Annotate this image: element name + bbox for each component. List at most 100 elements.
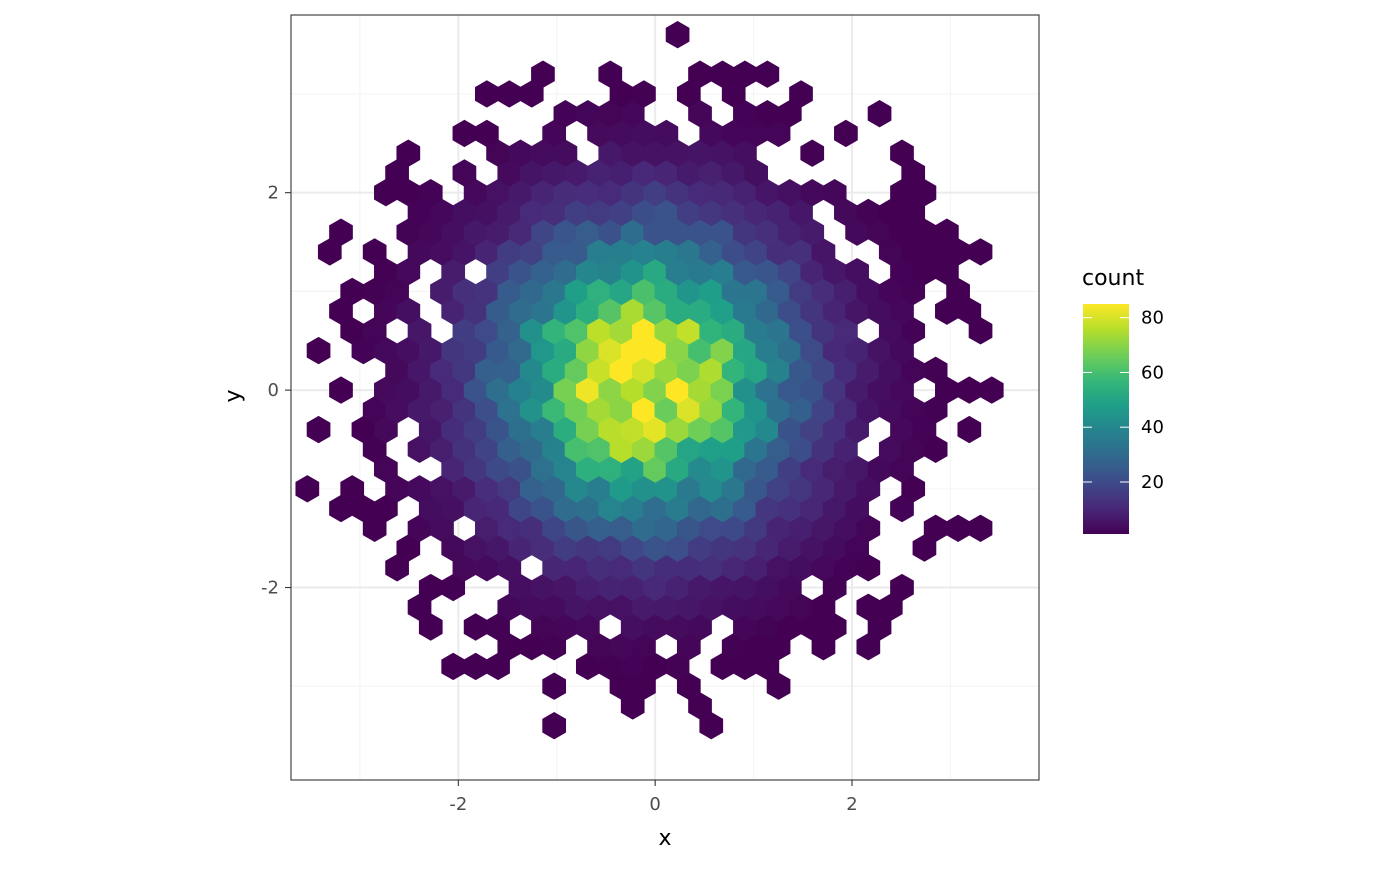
hexbin-cell [789, 435, 813, 464]
hexbin-cell [845, 455, 869, 483]
hexbin-cell [531, 613, 555, 641]
hexbin-cell [699, 238, 724, 266]
hexbin-cell [811, 396, 836, 424]
hexbin-cell [811, 593, 836, 621]
hexbin-cell [688, 415, 712, 444]
hexbin-cell [688, 692, 712, 720]
hexbin-cell [665, 652, 690, 681]
x-tick-label: -2 [449, 794, 467, 815]
hexbin-cell [822, 336, 847, 365]
hexbin-cell [654, 435, 679, 464]
hexbin-cell [542, 159, 567, 187]
hexbin-cell [475, 475, 499, 503]
hexbin-cell [508, 415, 533, 444]
hexbin-cell [777, 336, 802, 365]
hexbin-cell [777, 178, 802, 207]
hexbin-cell [620, 534, 645, 562]
hexbin-cell [564, 396, 589, 424]
hexbin-cell [463, 297, 488, 325]
hexbin-cell [542, 238, 567, 266]
hexbin-cell [721, 633, 746, 661]
hexbin-cell [407, 238, 432, 266]
hexbin-cell [385, 396, 409, 424]
hexbin-cell [834, 277, 858, 306]
hexbin-cell [452, 396, 477, 424]
hexbin-cell [789, 475, 813, 503]
hexbin-cell [362, 238, 387, 266]
hexbin-cell [856, 514, 881, 542]
hexbin-cell [834, 317, 858, 345]
hexbin-cell [564, 593, 589, 621]
hexbin-cell [710, 297, 735, 325]
hexbin-cell [351, 494, 376, 523]
hexbin-cell [632, 317, 656, 345]
hexbin-cell [665, 21, 690, 49]
hexbin-cell [542, 672, 567, 700]
hexbin-cell [733, 139, 757, 167]
hexbin-cell [362, 396, 387, 424]
hexbin-cell [721, 277, 746, 306]
hexbin-cell [845, 257, 869, 286]
hexbin-cell [374, 376, 398, 404]
hexbin-cell [856, 475, 881, 503]
hexbin-cell [744, 593, 768, 621]
hexbin-cell [587, 514, 611, 542]
hexbin-cell [508, 455, 533, 483]
legend-ticks: 20 40 60 80 [1083, 308, 1164, 493]
hexbin-cell [609, 435, 634, 464]
hexbin-cell [744, 633, 768, 661]
hexbin-cell [721, 119, 746, 148]
hexbin-cell [654, 119, 679, 148]
hexbin-cell [587, 317, 611, 345]
x-tick-label: 0 [649, 794, 660, 815]
hexbin-cell [890, 178, 914, 207]
hexbin-cell [643, 613, 668, 641]
hexbin-cell [811, 356, 836, 385]
hexbin-cell [396, 178, 421, 207]
y-axis-title: y [221, 389, 246, 402]
hexbin-cell [822, 297, 847, 325]
hexbin-cell [744, 396, 768, 424]
hexbin-cell [654, 396, 679, 424]
hexbin-cell [598, 455, 623, 483]
hexbin-cell [598, 257, 623, 286]
hexbin-cell [396, 139, 421, 167]
hexbin-cell [519, 277, 544, 306]
hexbin-cell [654, 593, 679, 621]
hexbin-cell [430, 238, 454, 266]
hexbin-cell [822, 455, 847, 483]
hexbin-cell [777, 613, 802, 641]
hexbin-cell [755, 218, 780, 246]
hexbin-cell [789, 356, 813, 385]
hexbin-cell [688, 573, 712, 602]
hexbin-cell [497, 277, 522, 306]
hexbin-cell [676, 238, 701, 266]
hexbin-cell [733, 297, 757, 325]
hexbin-cell [710, 455, 735, 483]
hexbin-cell [508, 297, 533, 325]
hexbin-cell [609, 672, 634, 700]
hexbin-cell [553, 100, 578, 128]
hexbin-cell [587, 238, 611, 266]
hexbin-cell [463, 336, 488, 365]
hexbin-cell [733, 415, 757, 444]
hexbin-cell [800, 534, 825, 562]
hexbin-cell [553, 218, 578, 246]
hexbin-cell [407, 396, 432, 424]
hexbin-cell [800, 297, 825, 325]
hexbin-cell [665, 534, 690, 562]
hexbin-cell [800, 257, 825, 286]
hexbin-cell [822, 257, 847, 286]
hexbin-cell [407, 317, 432, 345]
hexbin-cell [845, 376, 869, 404]
hexbin-cell [654, 277, 679, 306]
hexbin-cell [508, 573, 533, 602]
hexbin-cell [575, 336, 600, 365]
hexbin-cell [542, 317, 567, 345]
hexbin-cell [744, 119, 768, 148]
hexbin-cell [620, 139, 645, 167]
hexbin-cell [463, 218, 488, 246]
hexbin-cell [452, 317, 477, 345]
hexbin-cell [699, 277, 724, 306]
hexbin-cell [912, 534, 937, 562]
